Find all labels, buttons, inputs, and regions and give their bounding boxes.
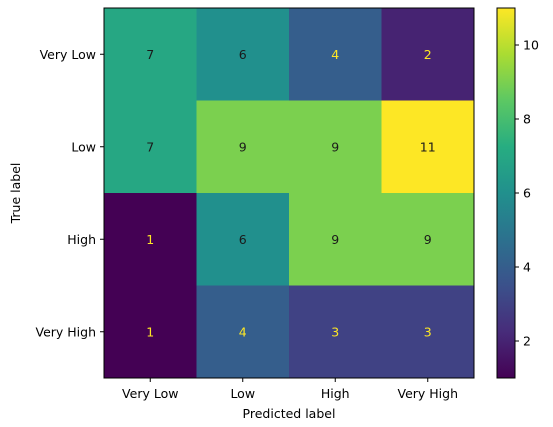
cell-value-label: 6	[239, 232, 247, 247]
heatmap-cell	[104, 100, 197, 194]
heatmap-cell	[104, 8, 197, 101]
x-tick-label: High	[321, 386, 350, 401]
heatmap-cell	[381, 8, 475, 101]
heatmap-cells	[104, 8, 475, 379]
y-axis-label: True label	[8, 163, 23, 225]
y-tick-label: Low	[71, 139, 96, 154]
heatmap-cell-labels: 7 6 4 27 9 9 111 6 9 91 4 3 3	[146, 47, 435, 340]
colorbar-tick-label: 2	[523, 334, 531, 349]
x-tick-label: Low	[230, 386, 255, 401]
cell-value-label: 1	[146, 324, 154, 339]
heatmap-cell	[289, 193, 382, 286]
heatmap-cell	[289, 285, 382, 379]
cell-value-label: 4	[331, 47, 339, 62]
colorbar	[496, 7, 516, 379]
y-tick-label: High	[67, 232, 96, 247]
heatmap-cell	[381, 193, 475, 286]
cell-value-label: 7	[146, 47, 154, 62]
heatmap-cell	[196, 8, 290, 101]
heatmap-cell	[104, 285, 197, 379]
x-tick-label: Very High	[397, 386, 458, 401]
cell-value-label: 2	[424, 47, 432, 62]
cell-value-label: 7	[146, 139, 154, 154]
colorbar-tick-label: 4	[523, 260, 531, 275]
x-tick-label: Very Low	[122, 386, 178, 401]
cell-value-label: 6	[239, 47, 247, 62]
cell-value-label: 9	[424, 232, 432, 247]
cell-value-label: 9	[331, 232, 339, 247]
heatmap-cell	[196, 100, 290, 194]
colorbar-tick-label: 6	[523, 186, 531, 201]
colorbar-ticks: 2 4 6 8 10	[515, 38, 539, 349]
cell-value-label: 9	[331, 139, 339, 154]
heatmap-cell	[289, 8, 382, 101]
heatmap-cell	[381, 100, 475, 194]
heatmap-cell	[196, 285, 290, 379]
heatmap-cell	[289, 100, 382, 194]
cell-value-label: 3	[331, 324, 339, 339]
colorbar-tick-label: 10	[523, 38, 539, 53]
cell-value-label: 11	[420, 139, 436, 154]
heatmap-cell	[381, 285, 475, 379]
x-axis-ticks: Very Low Low High Very High	[122, 378, 458, 401]
cell-value-label: 1	[146, 232, 154, 247]
heatmap-cell	[196, 193, 290, 286]
cell-value-label: 4	[239, 324, 247, 339]
x-axis-label: Predicted label	[243, 406, 336, 421]
y-axis-ticks: Very Low Low High Very High	[35, 47, 104, 339]
plot-frame	[103, 7, 475, 379]
cell-value-label: 3	[424, 324, 432, 339]
heatmap-cell	[104, 193, 197, 286]
colorbar-tick-label: 8	[523, 112, 531, 127]
cell-value-label: 9	[239, 139, 247, 154]
y-tick-label: Very Low	[40, 47, 96, 62]
y-tick-label: Very High	[35, 324, 96, 339]
